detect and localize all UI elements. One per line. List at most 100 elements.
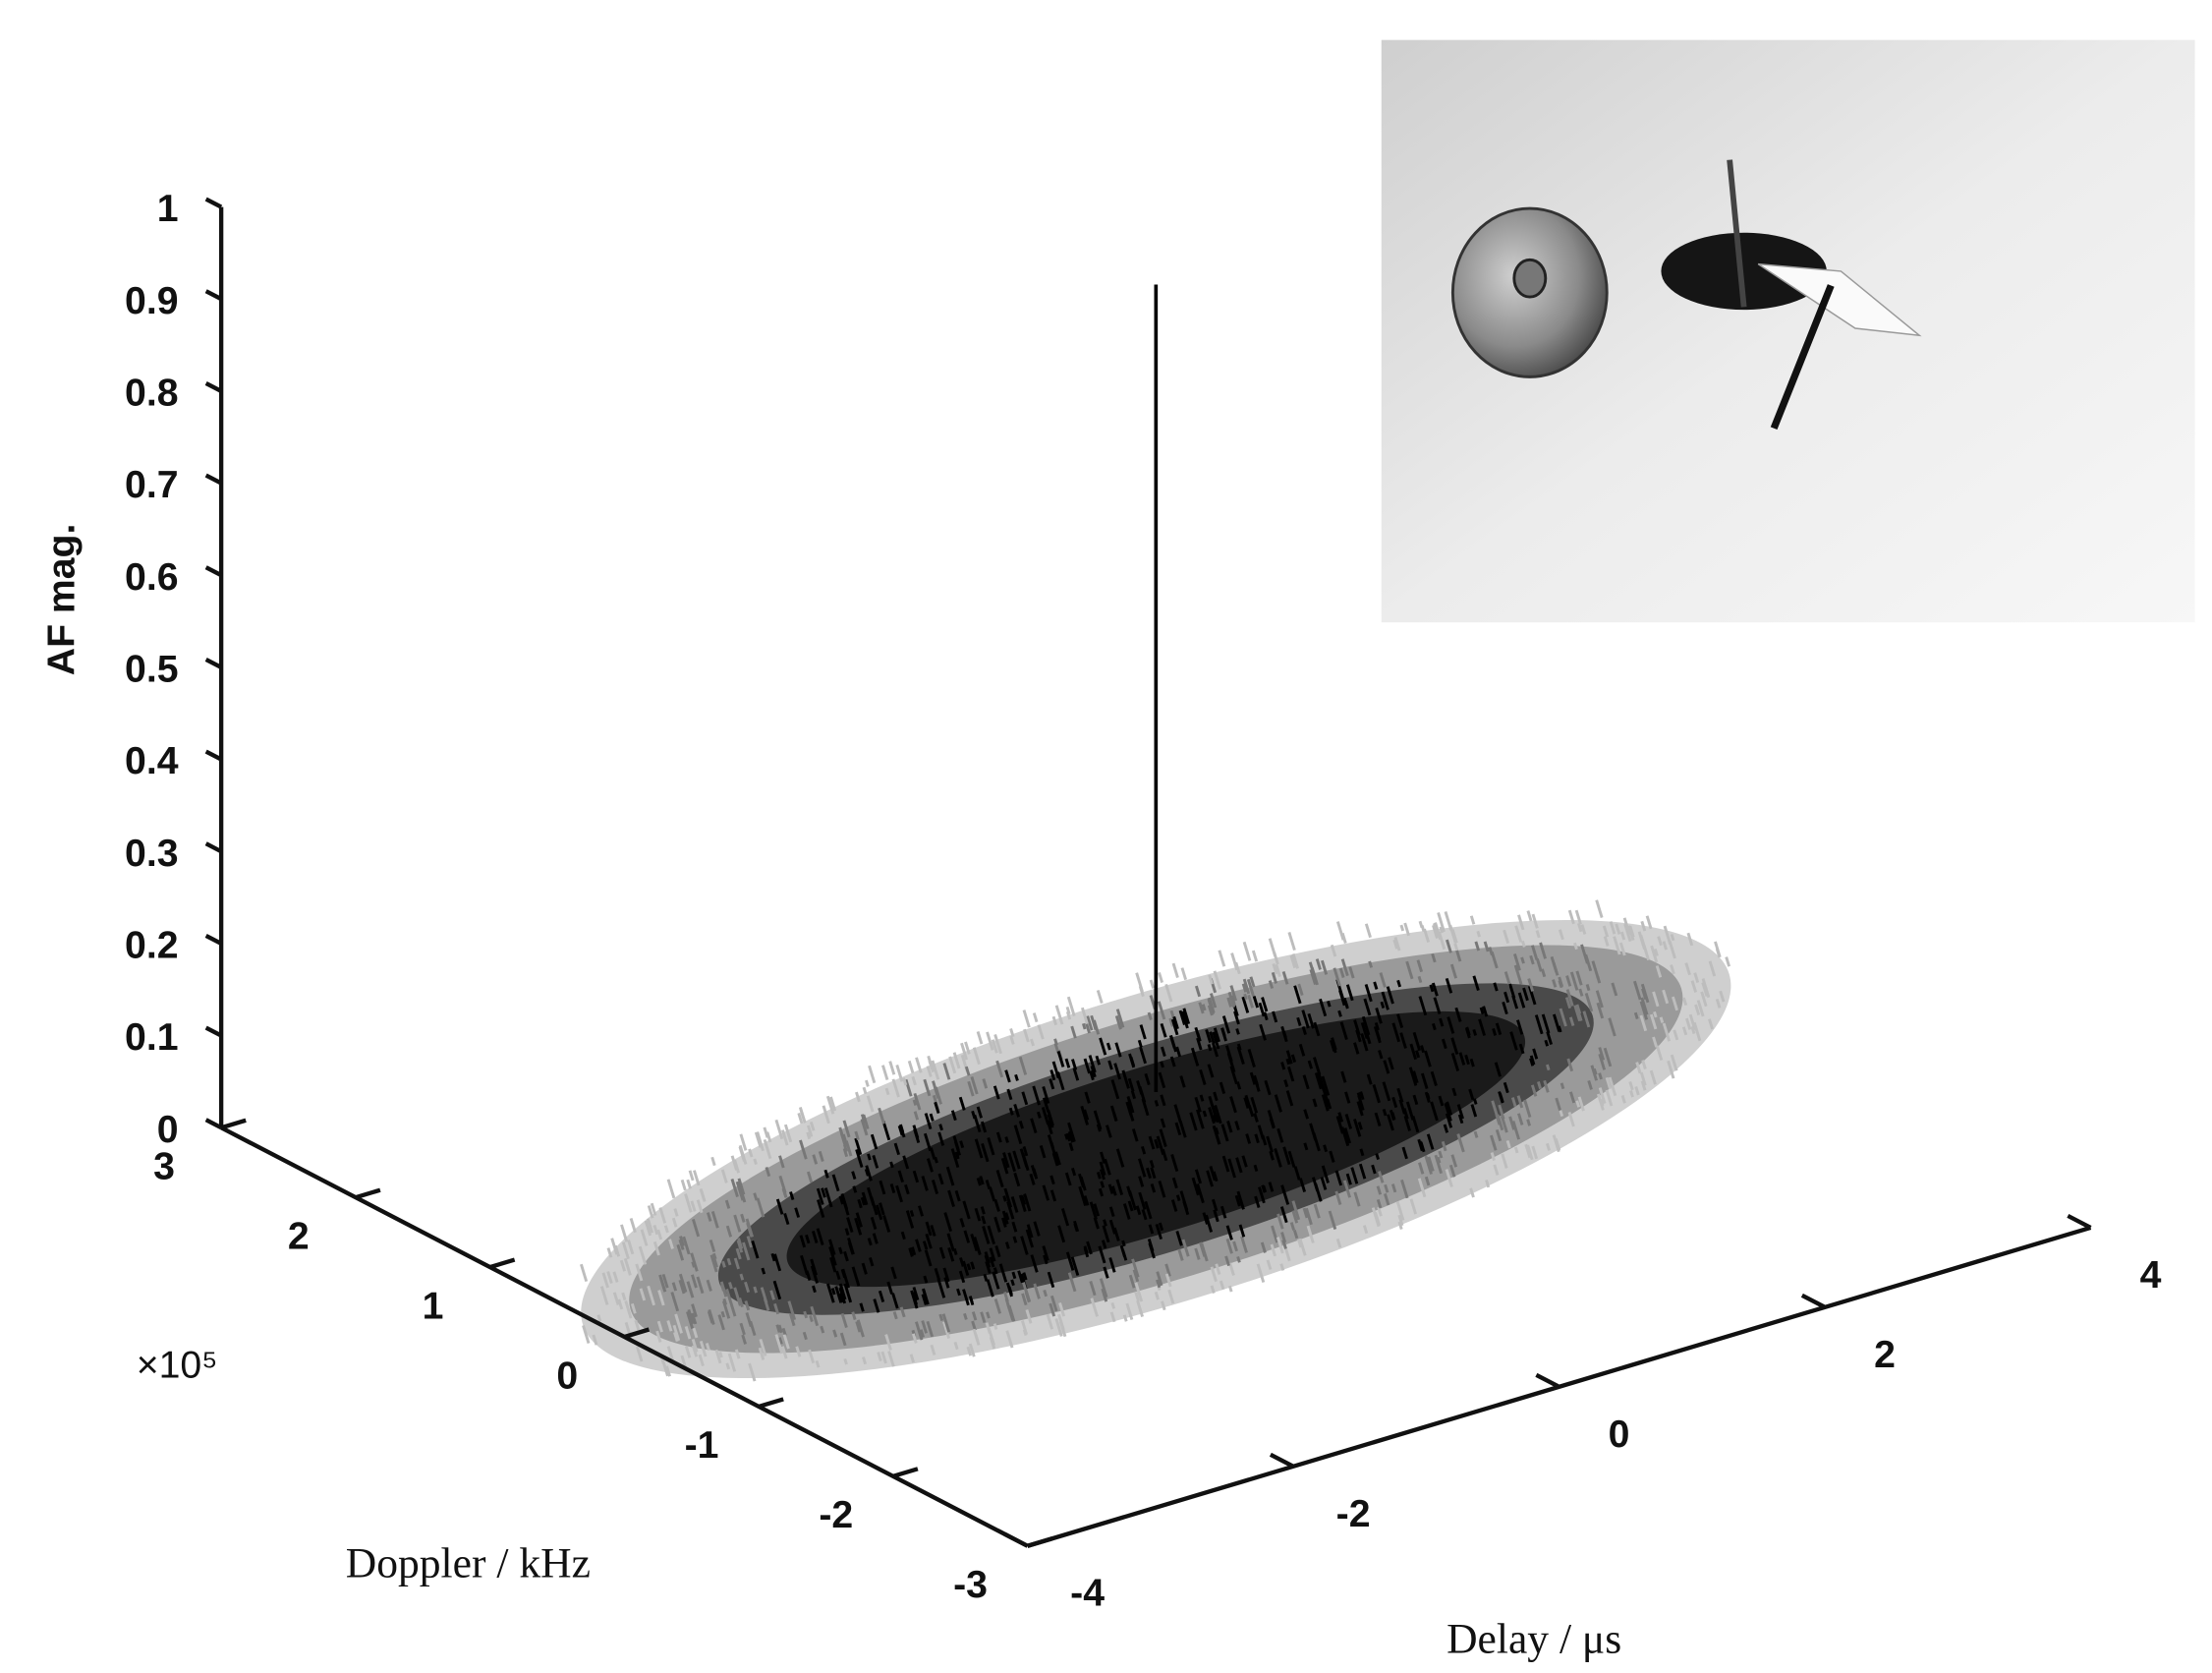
speckle [1103,1266,1109,1279]
speckle [1662,989,1670,1005]
speckle [1472,975,1480,992]
speckle [1472,1098,1478,1105]
speckle [1584,953,1593,972]
speckle [770,1252,776,1262]
speckle [1020,1194,1027,1206]
speckle [1030,1254,1039,1273]
speckle [937,1131,945,1146]
speckle [1249,1071,1257,1085]
speckle [1115,1009,1125,1028]
speckle [684,1346,692,1358]
y-axis-label: Doppler / kHz [346,1540,591,1587]
speckle [1640,920,1647,932]
speckle [976,1030,984,1045]
speckle [1234,1121,1240,1130]
speckle [1138,1191,1147,1210]
speckle [1384,1192,1390,1206]
speckle [1298,1043,1306,1057]
speckle [1514,925,1523,943]
speckle [1382,1109,1388,1117]
speckle [963,1312,968,1320]
speckle [1158,1181,1166,1198]
speckle [1523,1099,1532,1118]
speckle [971,1320,977,1331]
speckle [929,1147,936,1160]
speckle [1253,1113,1259,1123]
speckle [1212,1031,1220,1050]
speckle [691,1338,699,1353]
speckle [1132,1269,1140,1283]
speckle [596,1314,602,1322]
speckle [1424,1155,1433,1175]
speckle [1503,1081,1509,1094]
speckle [1429,984,1435,993]
speckle [825,1095,835,1115]
speckle [958,1096,966,1111]
speckle [844,1228,850,1236]
speckle [1212,1198,1219,1212]
speckle [686,1281,695,1298]
speckle [797,1112,804,1125]
z-tick [204,841,223,854]
speckle [1301,1025,1307,1035]
x-tick-label: -2 [1336,1493,1371,1535]
speckle [1511,1121,1521,1140]
speckle [843,1357,848,1365]
speckle [710,1211,719,1229]
speckle [1641,988,1648,1001]
speckle [854,1217,863,1236]
speckle [1546,1031,1554,1046]
speckle [1379,972,1387,988]
speckle [1099,1169,1106,1181]
speckle [787,1300,797,1321]
speckle [1114,1014,1122,1030]
speckle [1344,1114,1353,1129]
speckle [872,1154,879,1169]
speckle [1517,914,1525,931]
z-tick-label: 0.9 [125,280,178,322]
speckle [1194,1096,1202,1113]
speckle [1377,1206,1383,1217]
speckle [1321,1075,1331,1096]
speckle [1226,1120,1233,1133]
speckle [1236,1190,1245,1210]
speckle [945,1166,955,1186]
speckle [1671,996,1678,1011]
speckle [624,1300,633,1319]
speckle [1023,1193,1032,1212]
speckle [992,1271,1000,1290]
speckle [1391,1096,1398,1109]
speckle [1276,1127,1284,1143]
speckle [1147,1011,1153,1021]
speckle [1179,1075,1186,1088]
x-tick [1003,1531,1029,1548]
speckle [1144,1072,1151,1086]
speckle [1296,1239,1303,1248]
speckle [1214,1105,1222,1125]
speckle [1319,998,1328,1017]
speckle [1047,1110,1054,1126]
speckle [1266,1135,1274,1153]
speckle [897,1170,904,1183]
speckle [1340,958,1349,977]
speckle [840,1312,848,1329]
speckle [1364,923,1372,939]
speckle [781,1187,787,1197]
speckle [986,1279,994,1298]
speckle [1213,1091,1219,1102]
speckle [902,1155,910,1170]
speckle [709,1254,718,1273]
speckle [1209,1165,1217,1182]
speckle [929,1113,935,1122]
speckle [799,1235,807,1248]
speckle [1420,1045,1426,1054]
speckle [976,1106,983,1119]
speckle [884,1087,890,1096]
speckle [1261,997,1269,1012]
speckle [774,1334,784,1355]
speckle [781,1129,789,1146]
speckle [1121,1069,1130,1089]
speckle [1312,1098,1318,1108]
speckle [1070,1256,1080,1276]
